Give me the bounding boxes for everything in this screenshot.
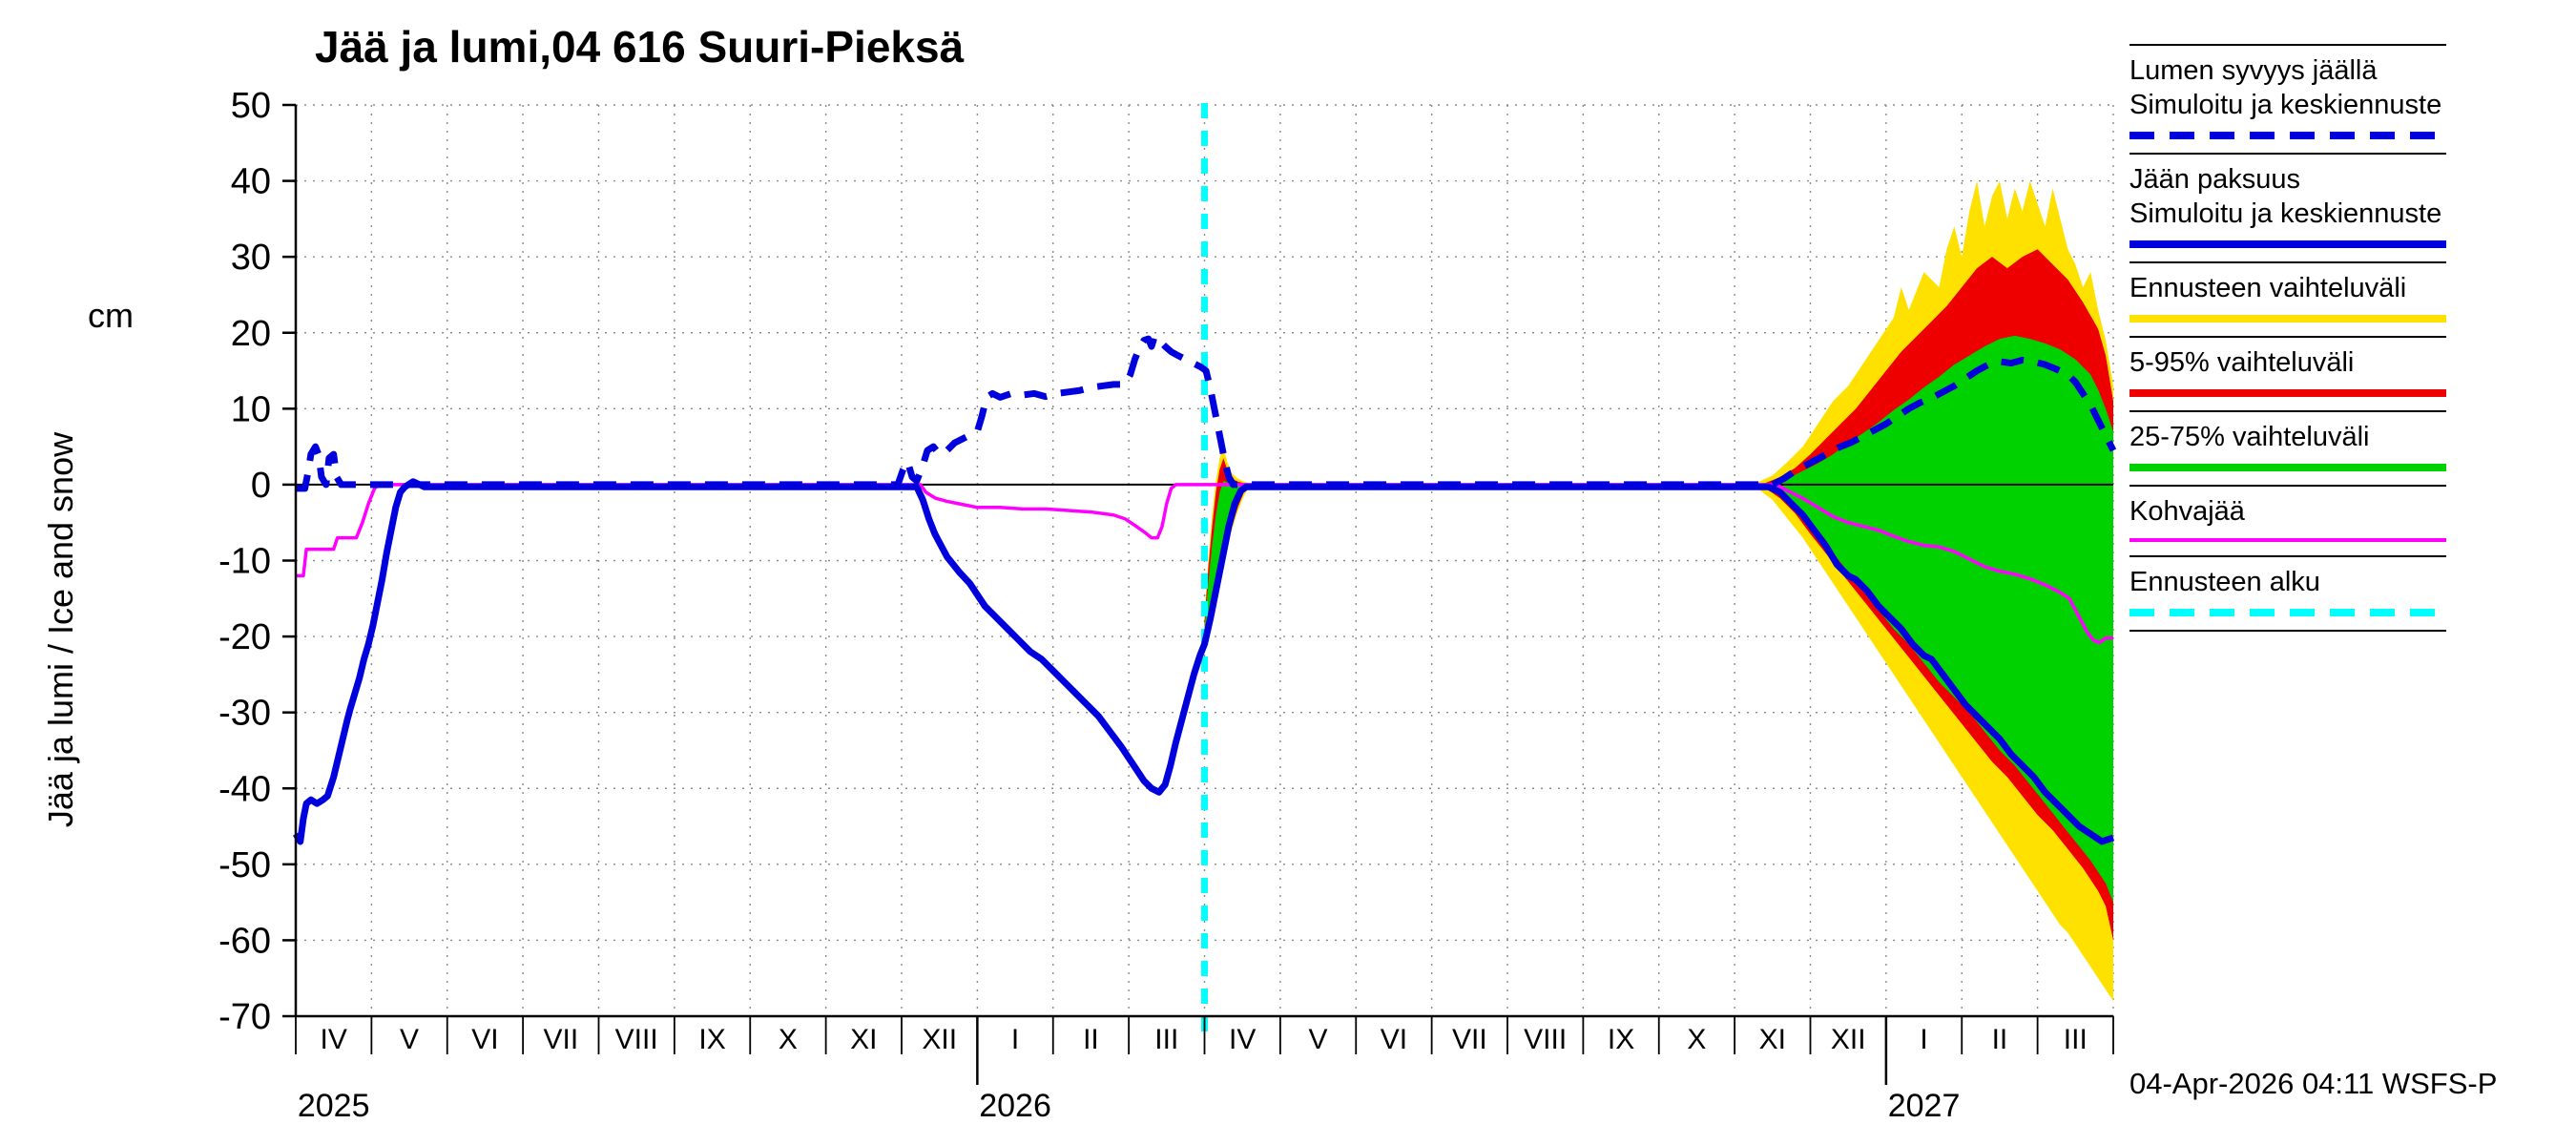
legend-item-label: Jään paksuus bbox=[2129, 164, 2300, 195]
legend-swatch-dashed-line bbox=[2129, 608, 2446, 616]
y-tick-label: -60 bbox=[218, 921, 271, 961]
y-tick-label: 30 bbox=[231, 238, 271, 278]
legend-swatch-dashed-line bbox=[2129, 132, 2446, 139]
x-year-label: 2027 bbox=[1888, 1088, 1961, 1124]
x-month-label: IV bbox=[321, 1024, 347, 1055]
band-melt-25-75 bbox=[1204, 480, 1247, 645]
band-fan-25-75 bbox=[1772, 335, 2113, 903]
x-month-label: II bbox=[1992, 1024, 2008, 1055]
x-month-label: IV bbox=[1229, 1024, 1256, 1055]
legend-swatch-line bbox=[2129, 389, 2446, 397]
legend-swatch-line bbox=[2129, 240, 2446, 248]
legend-item-label: 5-95% vaihteluväli bbox=[2129, 347, 2355, 378]
y-tick-label: 10 bbox=[231, 389, 271, 429]
x-month-label: X bbox=[779, 1024, 798, 1055]
y-tick-label: 40 bbox=[231, 162, 271, 202]
legend-swatch-line bbox=[2129, 464, 2446, 471]
x-month-label: XI bbox=[1759, 1024, 1786, 1055]
legend-item: 5-95% vaihteluväli bbox=[2129, 338, 2446, 412]
legend-item: Lumen syvyys jäällä Simuloitu ja keskienn… bbox=[2129, 46, 2446, 155]
x-month-label: I bbox=[1011, 1024, 1019, 1055]
legend-item-label: Lumen syvyys jäällä bbox=[2129, 55, 2378, 86]
legend-item-label: Ennusteen alku bbox=[2129, 566, 2320, 597]
x-month-label: XII bbox=[1831, 1024, 1866, 1055]
legend-item: Ennusteen alku bbox=[2129, 557, 2446, 632]
x-month-label: V bbox=[400, 1024, 419, 1055]
x-month-label: VII bbox=[543, 1024, 578, 1055]
x-month-label: VIII bbox=[1524, 1024, 1567, 1055]
x-month-label: VI bbox=[471, 1024, 498, 1055]
x-year-label: 2026 bbox=[979, 1088, 1051, 1124]
x-month-label: VIII bbox=[615, 1024, 658, 1055]
legend-item: Ennusteen vaihteluväli bbox=[2129, 263, 2446, 338]
x-month-label: X bbox=[1687, 1024, 1706, 1055]
x-month-label: XI bbox=[850, 1024, 877, 1055]
legend-item: 25-75% vaihteluväli bbox=[2129, 412, 2446, 487]
y-tick-label: -40 bbox=[218, 769, 271, 809]
y-tick-label: 50 bbox=[231, 86, 271, 126]
x-month-label: I bbox=[1920, 1024, 1927, 1055]
x-year-label: 2025 bbox=[298, 1088, 370, 1124]
x-month-label: III bbox=[2064, 1024, 2088, 1055]
y-tick-label: 0 bbox=[251, 466, 271, 506]
legend-item-label: Simuloitu ja keskiennuste bbox=[2129, 90, 2442, 120]
x-month-label: VI bbox=[1381, 1024, 1407, 1055]
x-month-label: II bbox=[1083, 1024, 1099, 1055]
legend-item: Jään paksuus Simuloitu ja keskiennuste bbox=[2129, 155, 2446, 263]
legend-item-label: Kohvajää bbox=[2129, 496, 2245, 527]
legend: Lumen syvyys jäällä Simuloitu ja keskienn… bbox=[2129, 44, 2446, 632]
y-tick-label: -70 bbox=[218, 997, 271, 1037]
series-snow-depth bbox=[296, 333, 2117, 492]
legend-item-label: 25-75% vaihteluväli bbox=[2129, 422, 2370, 452]
legend-item-label: Ennusteen vaihteluväli bbox=[2129, 273, 2407, 303]
legend-swatch-line bbox=[2129, 315, 2446, 323]
x-month-label: IX bbox=[698, 1024, 725, 1055]
y-axis-unit: cm bbox=[88, 296, 134, 335]
x-month-label: IX bbox=[1608, 1024, 1634, 1055]
x-month-label: V bbox=[1309, 1024, 1328, 1055]
y-tick-label: -10 bbox=[218, 542, 271, 582]
timestamp: 04-Apr-2026 04:11 WSFS-P bbox=[2129, 1067, 2498, 1100]
y-tick-label: -20 bbox=[218, 617, 271, 657]
x-month-label: III bbox=[1154, 1024, 1178, 1055]
legend-item: Kohvajää bbox=[2129, 487, 2446, 557]
y-tick-label: -50 bbox=[218, 845, 271, 885]
legend-swatch-thin-line bbox=[2129, 538, 2446, 542]
legend-item-label: Simuloitu ja keskiennuste bbox=[2129, 198, 2442, 229]
y-tick-label: -30 bbox=[218, 694, 271, 734]
series-ice-thickness bbox=[292, 478, 2115, 845]
x-month-label: VII bbox=[1452, 1024, 1487, 1055]
page-title: Jää ja lumi,04 616 Suuri-Pieksä bbox=[315, 22, 965, 72]
y-tick-label: 20 bbox=[231, 314, 271, 354]
x-month-label: XII bbox=[922, 1024, 957, 1055]
